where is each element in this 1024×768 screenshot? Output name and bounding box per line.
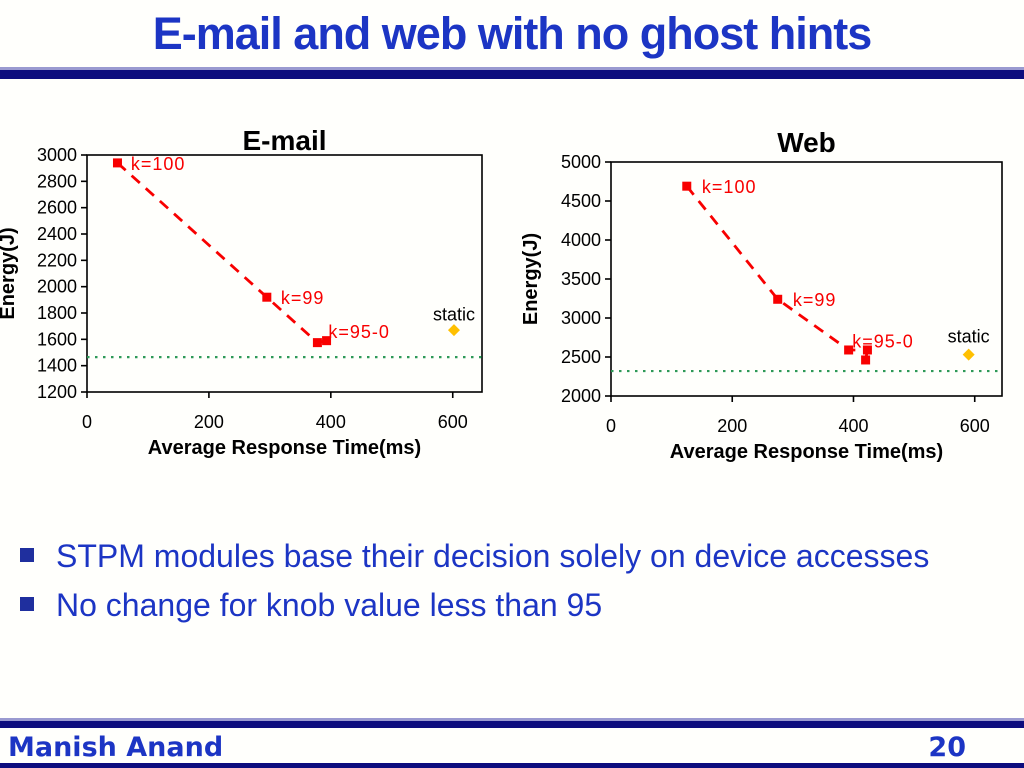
title-divider: [0, 67, 1024, 79]
annotation-label: k=95-0: [328, 322, 390, 342]
email-chart: 1200140016001800200022002400260028003000…: [0, 125, 483, 459]
footer-divider: [0, 718, 1024, 728]
chart-title: E-mail: [242, 125, 326, 156]
bullet-list: STPM modules base their decision solely …: [20, 536, 1020, 634]
data-point-square: [312, 338, 322, 348]
data-point-square: [682, 181, 692, 191]
x-tick-label: 0: [82, 412, 92, 432]
annotation-label: k=99: [793, 290, 837, 310]
x-axis-label: Average Response Time(ms): [148, 437, 421, 459]
annotation-label: k=100: [131, 154, 186, 174]
y-tick-label: 4500: [561, 191, 601, 211]
data-point-square: [861, 355, 871, 365]
x-tick-label: 200: [717, 416, 747, 436]
y-axis-label: Energy(J): [520, 233, 542, 325]
series-dashed-line: [685, 185, 870, 361]
footer-page-number: 20: [928, 731, 966, 763]
x-tick-label: 600: [960, 416, 990, 436]
data-point-square: [862, 345, 872, 355]
footer-author: Manish Anand: [8, 731, 224, 763]
x-axis-label: Average Response Time(ms): [670, 441, 943, 463]
annotation-label: static: [433, 304, 475, 324]
x-tick-label: 400: [838, 416, 868, 436]
series-dashed-line: [116, 161, 327, 345]
bullet-item: No change for knob value less than 95: [20, 585, 1020, 625]
y-tick-label: 3000: [561, 308, 601, 328]
y-tick-label: 2500: [561, 347, 601, 367]
bullet-item: STPM modules base their decision solely …: [20, 536, 1020, 576]
plot-frame: [86, 154, 483, 393]
y-tick-label: 4000: [561, 230, 601, 250]
y-tick-label: 1800: [37, 303, 77, 323]
data-point-square: [112, 158, 122, 168]
x-tick-label: 600: [438, 412, 468, 432]
data-point-square: [322, 336, 332, 346]
slide-title: E-mail and web with no ghost hints: [152, 8, 873, 59]
annotation-label: k=95-0: [852, 331, 914, 351]
data-point-diamond: [447, 324, 460, 337]
bullet-square-icon: [20, 548, 34, 562]
y-tick-label: 2000: [37, 277, 77, 297]
data-point-square: [844, 345, 854, 355]
data-point-diamond: [962, 348, 975, 361]
y-tick-label: 5000: [561, 152, 601, 172]
plot-frame: [610, 161, 1003, 397]
web-chart: 2000 2500 3000 3500 4000 4500 5000 0 200 400 600 k=…: [520, 127, 1003, 463]
y-tick-label: 3500: [561, 269, 601, 289]
y-tick-label: 2800: [37, 171, 77, 191]
annotation-label: k=100: [702, 177, 757, 197]
y-tick-label: 1400: [37, 356, 77, 376]
x-tick-label: 0: [606, 416, 616, 436]
charts-area: 1200 1400 1600 1800 2000 2200 2400 2600 2800 3000…: [0, 110, 1024, 472]
x-tick-label: 400: [316, 412, 346, 432]
bullet-text: No change for knob value less than 95: [56, 587, 603, 623]
x-tick-label: 200: [194, 412, 224, 432]
y-tick-label: 2400: [37, 224, 77, 244]
data-point-square: [262, 292, 272, 302]
bottom-border: [0, 763, 1024, 768]
footer: Manish Anand 20: [0, 730, 1024, 764]
bullet-text: STPM modules base their decision solely …: [56, 538, 930, 574]
y-tick-label: 3000: [37, 145, 77, 165]
y-tick-label: 2000: [561, 386, 601, 406]
bullet-square-icon: [20, 597, 34, 611]
chart-title: Web: [777, 127, 836, 158]
y-tick-label: 1600: [37, 329, 77, 349]
annotation-label: static: [948, 327, 990, 347]
y-tick-label: 1200: [37, 382, 77, 402]
y-axis-label: Energy(J): [0, 227, 19, 319]
annotation-label: k=99: [281, 288, 325, 308]
y-tick-label: 2200: [37, 250, 77, 270]
data-point-square: [773, 294, 783, 304]
y-tick-label: 2600: [37, 198, 77, 218]
